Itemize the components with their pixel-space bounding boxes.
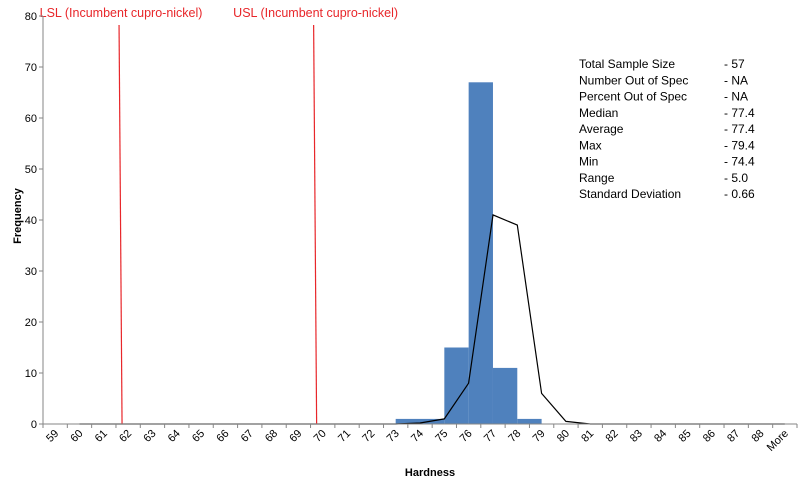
x-tick-label: 84: [652, 428, 669, 445]
stat-label: Standard Deviation: [579, 187, 681, 201]
x-tick-label: 83: [628, 428, 645, 445]
spec-lines-layer: LSL (Incumbent cupro-nickel) USL (Incumbe…: [40, 6, 398, 425]
x-tick-label: 62: [117, 428, 134, 445]
y-tick-label: 30: [25, 266, 37, 278]
stat-label: Min: [579, 155, 598, 169]
stat-value: - 77.4: [724, 106, 755, 120]
x-tick-label: 68: [263, 428, 280, 445]
stat-value: - 74.4: [724, 155, 755, 169]
histogram-bar: [468, 82, 493, 425]
stats-box: Total Sample Size - 57 Number Out of Spec -…: [579, 57, 755, 201]
x-axis-title: Hardness: [405, 467, 455, 479]
x-tick-label: 70: [312, 428, 329, 445]
x-tick-label: 64: [166, 428, 183, 445]
histogram-bar: [395, 418, 420, 424]
y-tick-label: 40: [25, 215, 37, 227]
stat-label: Max: [579, 138, 602, 152]
x-tick-label: 81: [579, 428, 596, 445]
y-tick-label: 80: [25, 11, 37, 23]
x-tick-label: 75: [433, 428, 450, 445]
stat-value: - NA: [724, 73, 748, 87]
stat-label: Range: [579, 171, 615, 185]
y-axis-title: Frequency: [12, 187, 24, 244]
stat-label: Median: [579, 106, 618, 120]
stat-label: Number Out of Spec: [579, 73, 688, 87]
bars-layer: [395, 82, 542, 425]
x-tick-label: 66: [214, 428, 231, 445]
x-tick-label: 80: [555, 428, 572, 445]
y-tick-label: 50: [25, 164, 37, 176]
usl-line: [313, 24, 318, 425]
distribution-curve: [79, 214, 785, 425]
x-tick-label: 59: [44, 428, 61, 445]
x-tick-label: 86: [701, 428, 718, 445]
x-tick-label: 82: [604, 428, 621, 445]
stat-value: - 5.0: [724, 171, 748, 185]
curve-layer: [79, 214, 785, 425]
x-tick-label: 78: [506, 428, 523, 445]
x-tick-label: 61: [93, 428, 110, 445]
x-tick-label: 85: [677, 428, 694, 445]
stat-label: Total Sample Size: [579, 57, 675, 71]
x-tick-label: 67: [239, 428, 256, 445]
x-tick-label: More: [765, 428, 791, 454]
stat-label: Percent Out of Spec: [579, 90, 687, 104]
x-tick-label: 60: [68, 428, 85, 445]
x-tick-label: 87: [725, 428, 742, 445]
stat-value: - 57: [724, 57, 745, 71]
y-tick-label: 60: [25, 113, 37, 125]
histogram-bar: [492, 367, 518, 424]
x-tick-label: 74: [409, 428, 426, 445]
x-tick-label: 65: [190, 428, 207, 445]
y-tick-label: 0: [31, 419, 37, 431]
y-tick-label: 10: [25, 368, 37, 380]
y-tick-label: 70: [25, 62, 37, 74]
lsl-label: LSL (Incumbent cupro-nickel): [40, 6, 203, 20]
stat-label: Average: [579, 122, 624, 136]
y-tick-label: 20: [25, 317, 37, 329]
x-tick-label: 69: [287, 428, 304, 445]
x-tick-label: 72: [360, 428, 377, 445]
x-tick-label: 88: [749, 428, 766, 445]
histogram-bar: [444, 347, 469, 424]
stat-value: - 79.4: [724, 138, 755, 152]
lsl-line: [118, 24, 123, 425]
x-tick-label: 77: [482, 428, 499, 445]
usl-label: USL (Incumbent cupro-nickel): [233, 6, 398, 20]
stat-value: - NA: [724, 90, 748, 104]
stat-value: - 77.4: [724, 122, 755, 136]
x-tick-label: 63: [141, 428, 158, 445]
x-tick-label: 76: [458, 428, 475, 445]
x-tick-label: 79: [531, 428, 548, 445]
histogram-bar: [517, 418, 542, 424]
stat-value: - 0.66: [724, 187, 755, 201]
x-tick-label: 71: [336, 428, 353, 445]
x-tick-label: 73: [385, 428, 402, 445]
